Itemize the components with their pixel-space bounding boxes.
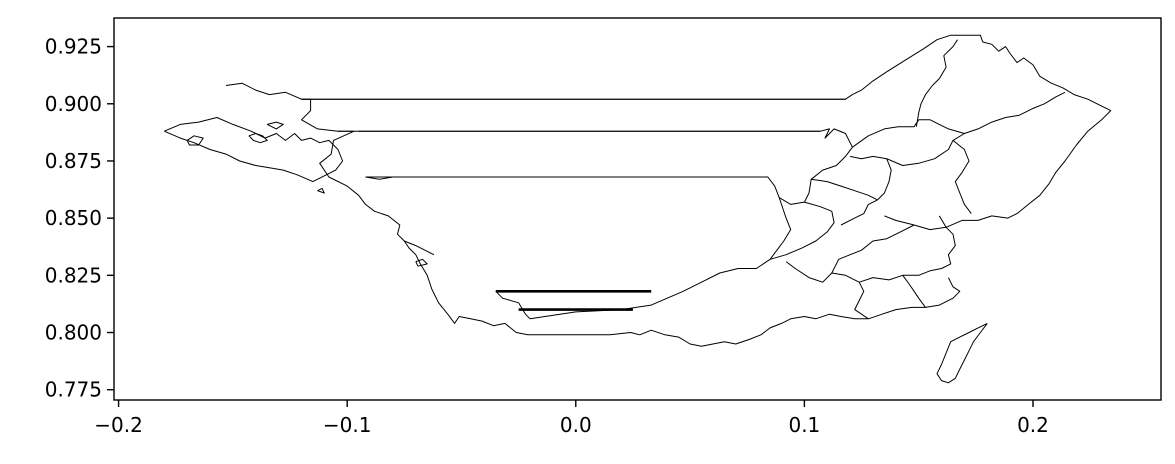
region-inner-b xyxy=(915,39,958,127)
region-inner-f xyxy=(811,178,878,201)
region-coast-offshoot xyxy=(404,240,435,256)
region-brittany xyxy=(164,117,344,183)
y-tick-label: 0.925 xyxy=(45,35,102,59)
y-tick-label: 0.825 xyxy=(45,263,102,287)
axes-frame xyxy=(113,17,1162,401)
region-south-coast xyxy=(651,277,961,347)
region-west-coast xyxy=(225,82,652,336)
region-normandy xyxy=(301,34,984,100)
region-islands-west xyxy=(186,135,204,146)
region-inner-g xyxy=(769,197,792,260)
x-tick-label: −0.2 xyxy=(94,413,143,437)
region-inner-d xyxy=(952,140,972,214)
map-regions xyxy=(164,34,1112,384)
x-tick-label: 0.1 xyxy=(788,413,820,437)
x-axis-ticks: −0.2 −0.1 0.0 0.1 0.2 xyxy=(94,400,1049,437)
region-north-east xyxy=(884,41,1112,231)
region-south-east xyxy=(854,281,869,320)
y-tick-label: 0.800 xyxy=(45,321,102,345)
x-tick-label: 0.0 xyxy=(560,413,592,437)
region-island-small xyxy=(317,187,325,194)
x-tick-label: 0.2 xyxy=(1017,413,1049,437)
region-inner-a xyxy=(850,119,965,166)
region-central-west xyxy=(358,128,853,205)
region-island-ne xyxy=(266,121,284,130)
region-east xyxy=(785,215,956,283)
map-bridge-lines xyxy=(301,98,846,311)
region-corsica xyxy=(936,322,988,384)
region-islands-north xyxy=(248,133,268,144)
region-central-south xyxy=(495,201,835,320)
y-axis-ticks: 0.775 0.800 0.825 0.850 0.875 0.900 0.925 xyxy=(45,35,114,402)
region-south-east-2 xyxy=(902,275,926,308)
region-inner-c xyxy=(964,91,1066,134)
region-inner-e xyxy=(840,158,892,226)
y-tick-label: 0.900 xyxy=(45,92,102,116)
x-tick-label: −0.1 xyxy=(323,413,372,437)
y-tick-label: 0.875 xyxy=(45,149,102,173)
region-south-inner xyxy=(831,224,915,274)
y-tick-label: 0.775 xyxy=(45,378,102,402)
region-island-mid xyxy=(415,258,428,267)
y-tick-label: 0.850 xyxy=(45,206,102,230)
